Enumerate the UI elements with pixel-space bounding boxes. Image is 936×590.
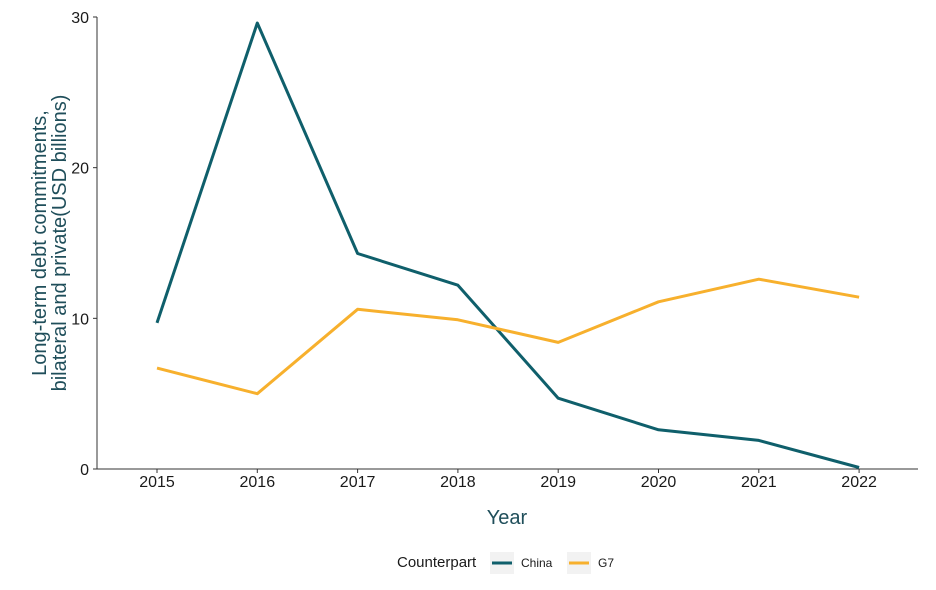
x-tick-label: 2018 <box>440 474 476 491</box>
x-tick-label: 2017 <box>340 474 376 491</box>
y-tick-label: 30 <box>71 10 89 27</box>
x-tick-label: 2019 <box>540 474 576 491</box>
y-tick-label: 0 <box>80 462 89 479</box>
series-line-china <box>155 21 860 469</box>
legend-items: China G7 <box>490 552 614 574</box>
legend: Counterpart China G7 <box>397 552 614 574</box>
axes <box>96 17 918 470</box>
y-axis-title-line-1: Long-term debt commitments, <box>29 110 51 376</box>
y-axis-title-line-2: bilateral and private(USD billions) <box>49 95 71 392</box>
series-line-g7 <box>156 277 860 396</box>
x-axis-ticks: 2015 2016 2017 2018 2019 2020 2021 2022 <box>139 469 877 491</box>
y-axis-ticks: 0 10 20 30 <box>71 10 97 479</box>
x-axis-title: Year <box>487 507 528 529</box>
y-tick-label: 20 <box>71 161 89 178</box>
x-tick-label: 2015 <box>139 474 175 491</box>
series-lines <box>155 21 860 469</box>
x-tick-label: 2020 <box>641 474 677 491</box>
legend-label-china: China <box>521 556 553 570</box>
legend-title: Counterpart <box>397 554 477 571</box>
x-tick-label: 2022 <box>841 474 877 491</box>
x-tick-label: 2016 <box>240 474 276 491</box>
y-tick-label: 10 <box>71 311 89 328</box>
y-axis-title: Long-term debt commitments, bilateral an… <box>29 95 71 392</box>
legend-label-g7: G7 <box>598 556 614 570</box>
x-tick-label: 2021 <box>741 474 777 491</box>
